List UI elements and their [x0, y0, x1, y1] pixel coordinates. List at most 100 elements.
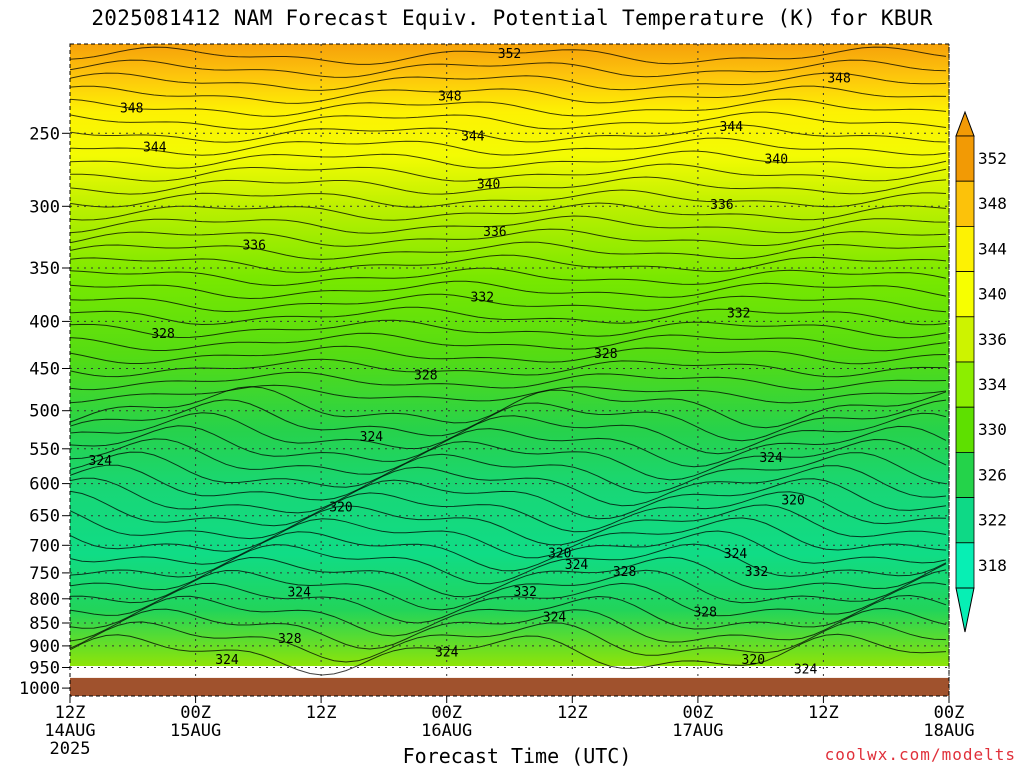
colorbar-label: 334	[978, 375, 1007, 394]
contour-label: 324	[565, 558, 589, 573]
x-tick-line: 15AUG	[170, 721, 221, 741]
contour-label: 324	[215, 653, 239, 668]
isoline	[69, 59, 947, 78]
contour-label: 336	[483, 225, 506, 240]
contour-label: 344	[720, 120, 744, 135]
contour-label: 348	[120, 102, 143, 117]
contour-label: 320	[548, 546, 571, 561]
y-tick-label: 350	[29, 259, 60, 279]
colorbar-swatch	[955, 271, 975, 318]
colorbar-swatch	[955, 406, 975, 453]
y-tick-label: 900	[29, 637, 60, 657]
contour-label: 324	[794, 663, 818, 678]
colorbar-label: 322	[978, 511, 1007, 530]
y-tick-label: 850	[29, 614, 60, 634]
y-tick-label: 950	[29, 659, 60, 679]
isoline	[69, 267, 947, 287]
contour-label: 332	[513, 585, 536, 600]
field-background	[70, 44, 949, 666]
contour-label: 336	[242, 239, 265, 254]
y-axis-ticks: 250 300 350 400 450 500 550 600 650 700 750 800 850 9…	[19, 124, 70, 699]
colorbar-label: 352	[978, 149, 1007, 168]
colorbar-swatch	[955, 451, 975, 498]
isoline	[69, 163, 947, 182]
x-tick-line: 12Z	[306, 703, 337, 723]
y-tick-label: 550	[29, 440, 60, 460]
x-tick-label: 00Z 17AUG	[672, 703, 723, 741]
x-tick-label: 00Z 18AUG	[923, 703, 974, 741]
contour-label: 348	[438, 89, 461, 104]
colorbar-label: 340	[978, 285, 1007, 304]
x-tick-label: 12Z 14AUG 2025	[44, 703, 95, 759]
isoline	[69, 202, 947, 221]
isoline	[69, 228, 947, 247]
isoline	[69, 293, 947, 313]
contour-label: 320	[781, 494, 804, 509]
contour-label: 320	[329, 501, 352, 516]
x-tick-line: 00Z	[683, 703, 714, 723]
isoline	[69, 464, 947, 507]
colorbar-label: 348	[978, 194, 1007, 213]
contour-label: 328	[693, 606, 716, 621]
contour-label: 344	[143, 141, 167, 156]
colorbar-swatch	[955, 225, 975, 272]
isoline	[69, 451, 947, 494]
isolines	[69, 46, 947, 676]
colorbar-label: 336	[978, 330, 1007, 349]
isoline	[69, 72, 947, 91]
isoline	[69, 582, 947, 624]
isoline	[69, 150, 947, 169]
isoline	[69, 358, 947, 378]
contour-label: 328	[414, 369, 437, 384]
isoline	[69, 176, 947, 195]
contour-label: 340	[765, 153, 788, 168]
isoline	[69, 319, 947, 339]
isoline	[69, 620, 947, 663]
x-tick-line: 12Z	[808, 703, 839, 723]
x-tick-label: 00Z 16AUG	[421, 703, 472, 741]
isoline	[69, 633, 947, 676]
isoline	[69, 412, 947, 455]
isoline	[69, 594, 947, 637]
y-tick-label: 300	[29, 197, 60, 217]
x-tick-line: 2025	[50, 739, 91, 759]
x-tick-line: 16AUG	[421, 721, 472, 741]
contour-label: 352	[498, 47, 521, 62]
credit-link[interactable]: coolwx.com/modelts	[824, 745, 1016, 764]
isoline	[69, 556, 947, 598]
contour-label: 324	[360, 430, 384, 445]
y-tick-label: 1000	[19, 679, 60, 699]
isoline	[69, 477, 947, 520]
x-tick-line: 12Z	[55, 703, 86, 723]
contour-label: 340	[477, 177, 500, 192]
isoline	[69, 607, 947, 650]
x-tick-line: 14AUG	[44, 721, 95, 741]
y-tick-label: 400	[29, 312, 60, 332]
x-tick-line: 18AUG	[923, 721, 974, 741]
isoline	[69, 543, 947, 585]
contour-labels: 352 348 348 348 344 344 344 340 340 336 336 336 332 3…	[89, 47, 851, 678]
contour-label: 324	[724, 547, 748, 562]
chart-title: 2025081412 NAM Forecast Equiv. Potential…	[91, 6, 933, 30]
isoline	[69, 345, 947, 365]
isoline	[69, 111, 947, 130]
contour-label: 328	[151, 327, 174, 342]
colorbar-top-arrow	[955, 110, 975, 137]
contour-label: 328	[278, 632, 301, 647]
colorbar-swatch	[955, 361, 975, 408]
contour-label: 336	[710, 198, 733, 213]
isoline	[69, 46, 947, 65]
colorbar-swatch	[955, 497, 975, 544]
isoline	[69, 438, 947, 481]
contour-label: 320	[742, 653, 765, 668]
y-tick-label: 600	[29, 475, 60, 495]
colorbar-swatch	[955, 135, 975, 182]
colorbar-bottom-arrow	[955, 587, 975, 633]
isoline	[69, 490, 947, 533]
isoline	[69, 384, 947, 404]
isoline	[69, 98, 947, 117]
isoline	[69, 189, 947, 208]
isoline	[69, 517, 947, 559]
x-tick-label: 12Z	[306, 703, 337, 723]
